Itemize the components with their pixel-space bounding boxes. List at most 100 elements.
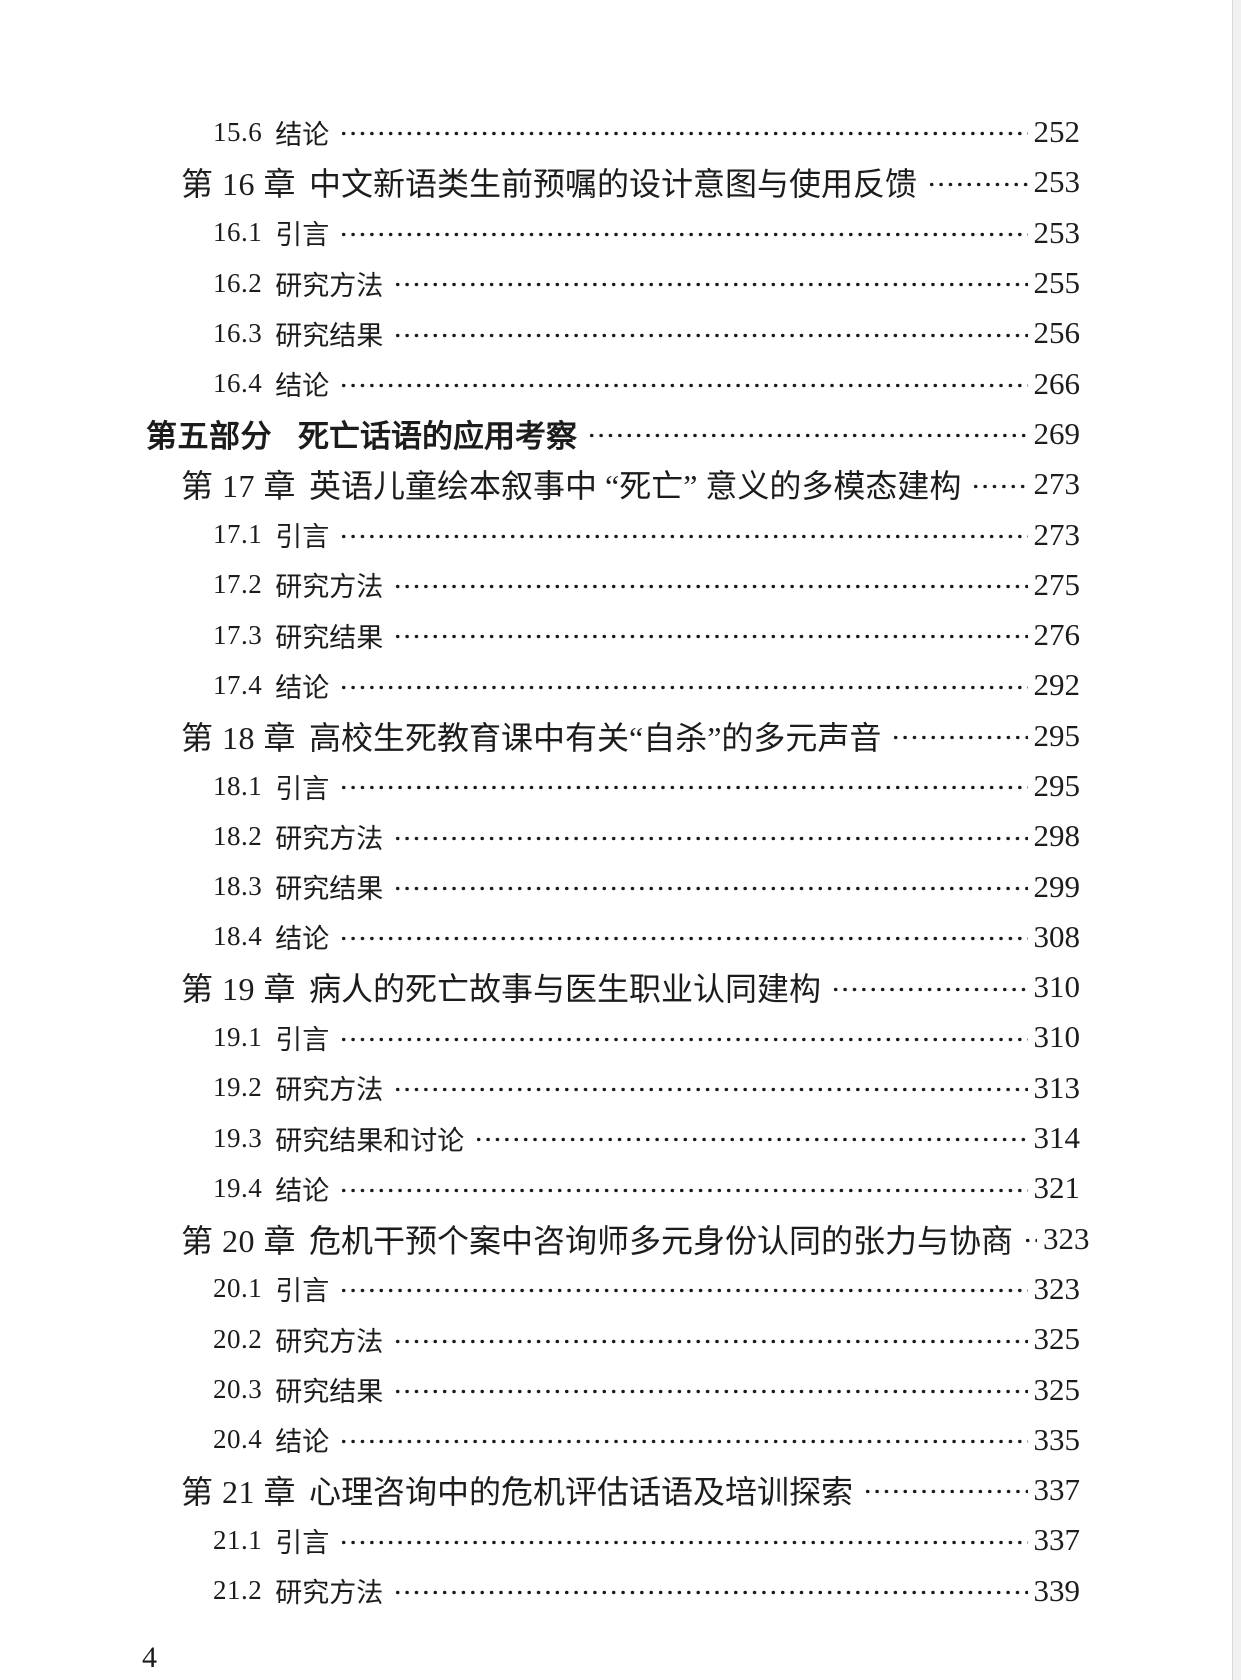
toc-entry-page: 292: [1033, 667, 1081, 703]
toc-entry-title: 研究方法: [275, 823, 384, 854]
toc-entry-page: 308: [1033, 918, 1081, 954]
dot-leader: [971, 459, 1028, 510]
toc-list: 15.6 结论 252 第 16 章中文新语类生前预嘱的设计意图与使用反馈 253 16.…: [146, 107, 1090, 1616]
dot-leader: [1023, 1213, 1038, 1264]
toc-row: 第 17 章英语儿童绘本叙事中 “死亡” 意义的多模态建构 273: [146, 459, 1081, 510]
dot-leader: [393, 1314, 1028, 1365]
dot-leader: [831, 962, 1028, 1013]
toc-entry-number: 15.6: [213, 116, 263, 147]
toc-entry-page: 321: [1033, 1170, 1081, 1206]
toc-entry-page: 323: [1033, 1270, 1081, 1306]
toc-entry-number: 19.4: [213, 1172, 263, 1203]
toc-row: 17.3 研究结果 276: [146, 609, 1080, 661]
toc-row: 20.2 研究方法 325: [146, 1314, 1080, 1365]
dot-leader: [393, 559, 1028, 610]
toc-row: 19.1 引言 310: [146, 1012, 1080, 1063]
dot-leader: [339, 509, 1028, 560]
dot-leader: [339, 1414, 1028, 1466]
toc-entry-number: 16.2: [213, 267, 263, 298]
dot-leader: [339, 1263, 1028, 1315]
toc-entry-number: 19.2: [213, 1072, 263, 1103]
toc-entry-number: 19.1: [213, 1021, 263, 1052]
toc-entry-number: 17.1: [213, 519, 263, 550]
toc-entry-number: 16.4: [213, 368, 263, 399]
toc-entry-page: 273: [1033, 466, 1081, 502]
dot-leader: [393, 1062, 1028, 1113]
toc-entry-number: 18.3: [213, 871, 263, 902]
toc-row: 17.1 引言 273: [146, 509, 1080, 560]
dot-leader: [393, 811, 1028, 862]
toc-entry-page: 299: [1033, 868, 1081, 904]
dot-leader: [393, 257, 1028, 309]
toc-entry-page: 252: [1033, 114, 1081, 150]
toc-entry-page: 337: [1033, 1472, 1081, 1508]
toc-entry-page: 325: [1033, 1371, 1081, 1407]
toc-entry-title: 死亡话语的应用考察: [298, 419, 577, 455]
toc-entry-title: 研究方法: [275, 1326, 384, 1357]
toc-entry-title: 引言: [275, 1527, 330, 1558]
toc-row: 18.2 研究方法 298: [146, 811, 1080, 862]
toc-entry-page: 295: [1033, 768, 1081, 803]
toc-entry-title: 研究方法: [275, 1075, 384, 1106]
toc-entry-page: 266: [1033, 365, 1081, 401]
toc-row: 21.1 引言 337: [146, 1515, 1080, 1566]
toc-entry-number: 17.4: [213, 669, 263, 700]
toc-entry-title: 研究方法: [275, 1578, 384, 1609]
toc-entry-number: 18.1: [213, 770, 263, 801]
toc-entry-title: 结论: [275, 1427, 330, 1458]
toc-row: 18.1 引言 295: [146, 760, 1081, 812]
toc-entry-title: 高校生死教育课中有关“自杀”的多元声音: [309, 719, 882, 756]
toc-entry-title: 引言: [275, 773, 330, 804]
dot-leader: [339, 1012, 1028, 1063]
toc-entry-number: 17.3: [213, 619, 263, 650]
toc-entry-page: 255: [1033, 265, 1081, 301]
toc-entry-title: 中文新语类生前预嘱的设计意图与使用反馈: [309, 166, 918, 203]
dot-leader: [339, 660, 1028, 711]
toc-row: 16.1 引言 253: [146, 207, 1080, 258]
toc-row: 19.4 结论 321: [146, 1163, 1081, 1214]
toc-entry-title: 研究方法: [275, 572, 384, 603]
dot-leader: [393, 1565, 1028, 1616]
dot-leader: [339, 760, 1028, 812]
toc-row: 15.6 结论 252: [146, 107, 1081, 158]
toc-entry-title: 引言: [275, 522, 330, 553]
toc-row: 17.4 结论 292: [146, 660, 1081, 711]
toc-row: 19.2 研究方法 313: [146, 1062, 1080, 1113]
toc-entry-number: 20.3: [213, 1374, 263, 1405]
page-edge-band: [1232, 0, 1241, 1680]
toc-row: 17.2 研究方法 275: [146, 559, 1080, 610]
toc-row: 18.4 结论 308: [146, 911, 1081, 963]
toc-entry-number: 20.1: [213, 1273, 263, 1304]
toc-entry-number: 第 19 章: [181, 971, 297, 1008]
toc-entry-title: 引言: [275, 1276, 330, 1307]
toc-entry-title: 引言: [275, 1024, 330, 1055]
toc-row: 20.3 研究结果 325: [146, 1364, 1081, 1415]
toc-row: 20.4 结论 335: [146, 1414, 1081, 1466]
dot-leader: [474, 1112, 1028, 1164]
toc-entry-title: 研究结果: [275, 1377, 384, 1408]
toc-entry-page: 256: [1033, 315, 1081, 351]
dot-leader: [393, 308, 1028, 359]
footer-page-number: 4: [142, 1641, 157, 1674]
toc-entry-page: 269: [1033, 415, 1081, 451]
toc-entry-page: 310: [1033, 969, 1081, 1005]
dot-leader: [339, 107, 1028, 158]
toc-entry-page: 314: [1033, 1120, 1081, 1156]
dot-leader: [927, 157, 1028, 208]
toc-entry-number: 第五部分: [146, 419, 272, 455]
dot-leader: [393, 1364, 1028, 1415]
toc-entry-number: 第 21 章: [181, 1474, 297, 1511]
toc-entry-title: 引言: [275, 220, 330, 251]
toc-row: 21.2 研究方法 339: [146, 1565, 1080, 1616]
toc-row: 16.4 结论 266: [146, 358, 1081, 409]
toc-row: 第 19 章病人的死亡故事与医生职业认同建构 310: [146, 962, 1081, 1013]
toc-row: 第五部分 死亡话语的应用考察 269: [146, 408, 1081, 460]
toc-row: 20.1 引言 323: [146, 1263, 1081, 1315]
toc-entry-number: 第 17 章: [181, 468, 297, 505]
dot-leader: [587, 408, 1028, 460]
toc-entry-page: 335: [1033, 1421, 1081, 1457]
toc-entry-title: 危机干预个案中咨询师多元身份认同的张力与协商: [309, 1222, 1014, 1259]
toc-entry-title: 结论: [275, 371, 330, 402]
dot-leader: [339, 1163, 1028, 1214]
